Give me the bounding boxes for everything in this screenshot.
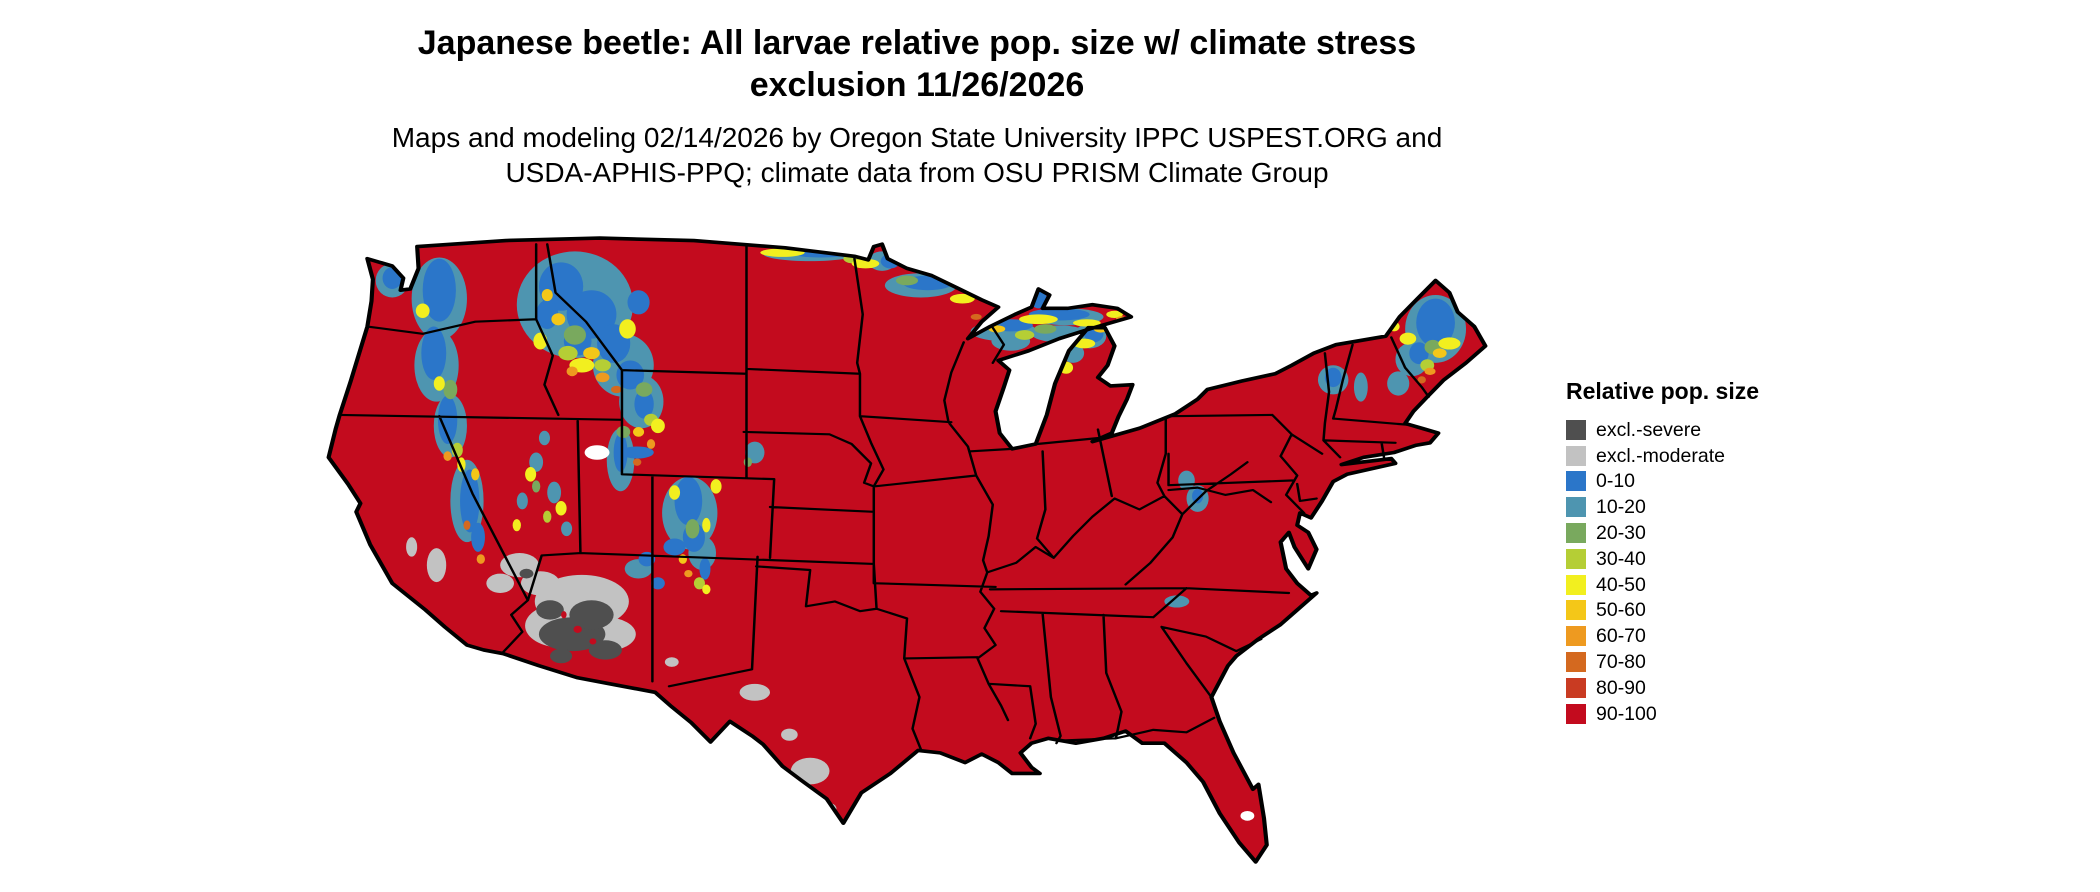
legend-label: excl.-moderate (1596, 444, 1725, 467)
legend-item: 20-30 (1566, 520, 1759, 546)
pop-70-80-patches (463, 313, 1426, 531)
legend-swatch (1566, 626, 1586, 647)
pop-50-60-patches (471, 288, 1447, 564)
legend-label: 80-90 (1596, 676, 1646, 699)
legend-label: 0-10 (1596, 470, 1636, 493)
legend-swatch (1566, 677, 1586, 698)
pop-0-10-patches (382, 247, 1455, 590)
map-title-line2: exclusion 11/26/2026 (749, 66, 1085, 104)
legend-swatch (1566, 523, 1586, 544)
us-map (326, 236, 1488, 864)
legend-item: 40-50 (1566, 572, 1759, 598)
legend-swatch (1566, 419, 1586, 440)
legend-item: excl.-severe (1566, 417, 1759, 443)
legend-item: 60-70 (1566, 623, 1759, 649)
severe-zone-speckles (561, 611, 597, 645)
legend-swatch (1566, 471, 1586, 492)
map-subtitle: Maps and modeling 02/14/2026 by Oregon S… (167, 120, 1667, 190)
legend-item: 90-100 (1566, 701, 1759, 727)
legend-label: 90-100 (1596, 702, 1657, 725)
legend-label: 70-80 (1596, 651, 1646, 674)
figure-header: Japanese beetle: All larvae relative pop… (167, 22, 1667, 190)
legend-label: excl.-severe (1596, 418, 1702, 441)
legend-item: 0-10 (1566, 469, 1759, 495)
us-outline (326, 236, 1488, 864)
legend-swatch (1566, 548, 1586, 569)
legend-swatch (1566, 497, 1586, 518)
state-borders (338, 243, 1430, 751)
legend-title: Relative pop. size (1566, 378, 1760, 404)
exclusion-severe-patches (519, 568, 622, 664)
legend-item: 30-40 (1566, 546, 1759, 572)
legend-swatch (1566, 574, 1586, 595)
legend-item: 50-60 (1566, 598, 1759, 624)
legend-swatch (1566, 703, 1586, 724)
pop-20-30-patches (443, 275, 1442, 539)
legend-label: 30-40 (1596, 547, 1646, 570)
map-subtitle-line2: USDA-APHIS-PPQ; climate data from OSU PR… (505, 157, 1329, 188)
pop-30-40-patches (451, 253, 1435, 590)
inland-lakes (584, 445, 1255, 821)
legend-label: 60-70 (1596, 625, 1646, 648)
legend-item: 10-20 (1566, 494, 1759, 520)
legend-swatch (1566, 600, 1586, 621)
legend-item: 80-90 (1566, 675, 1759, 701)
legend-item: 70-80 (1566, 649, 1759, 675)
map-subtitle-line1: Maps and modeling 02/14/2026 by Oregon S… (391, 122, 1443, 153)
legend-swatch (1566, 445, 1586, 466)
legend-item: excl.-moderate (1566, 443, 1759, 469)
legend-rows: excl.-severe excl.-moderate 0-10 10-20 20-30… (1566, 417, 1759, 727)
legend-label: 40-50 (1596, 573, 1646, 596)
legend: Relative pop. size excl.-severe excl.-mod… (1566, 378, 1759, 727)
map-title-line1: Japanese beetle: All larvae relative pop… (417, 24, 1417, 62)
legend-label: 20-30 (1596, 522, 1646, 545)
map-fill-90-100 (328, 238, 1486, 862)
legend-label: 10-20 (1596, 496, 1646, 519)
legend-label: 50-60 (1596, 599, 1646, 622)
legend-swatch (1566, 652, 1586, 673)
